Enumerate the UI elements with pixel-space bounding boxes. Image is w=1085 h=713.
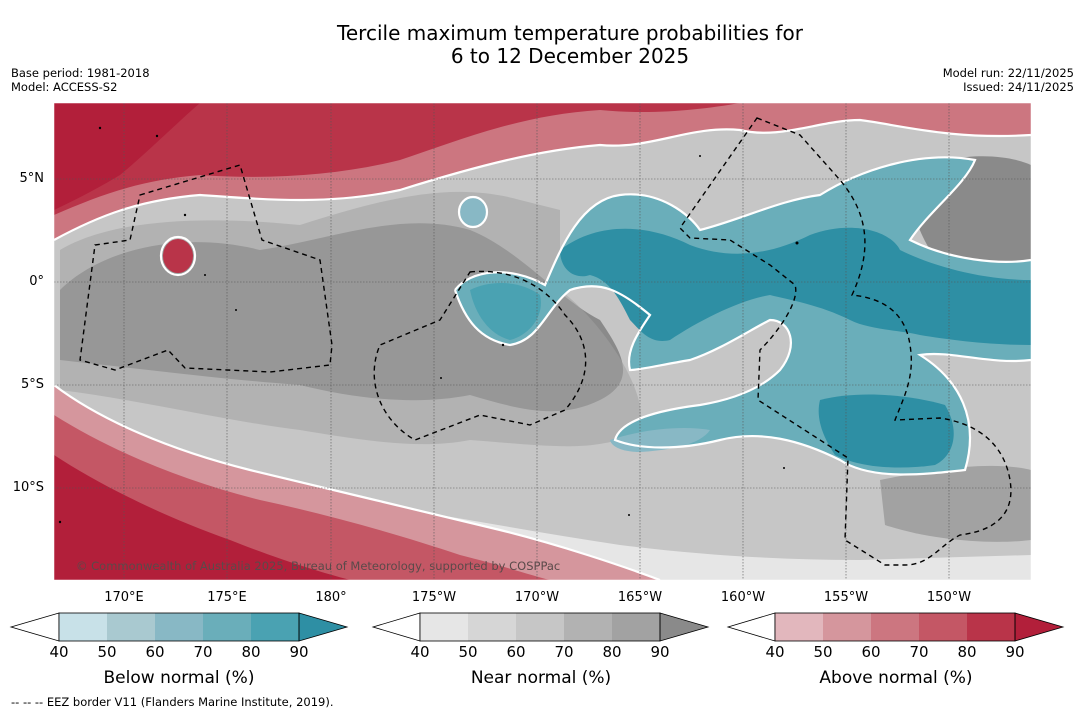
- above-normal-south-peak: [54, 455, 350, 580]
- model-run: Model run: 22/11/2025: [942, 66, 1074, 80]
- colorbar-below-bin-50-60: [107, 613, 155, 641]
- colorbar-above-tick: 50: [813, 643, 833, 661]
- colorbar-above-tick: 60: [861, 643, 881, 661]
- colorbar-above-tick: 90: [1005, 643, 1025, 661]
- meta-right: Model run: 22/11/2025 Issued: 24/11/2025: [943, 66, 1074, 94]
- below-normal-west-lobe: [470, 283, 541, 340]
- colorbar-near: [371, 612, 710, 642]
- colorbar-near-tick: 70: [554, 643, 574, 661]
- issued-date: Issued: 24/11/2025: [963, 80, 1074, 94]
- colorbar-below: [9, 612, 349, 642]
- colorbar-above-title: Above normal (%): [819, 668, 973, 688]
- colorbar-below-tick: 90: [289, 643, 309, 661]
- lon-label-180: 180°: [315, 590, 347, 605]
- above-normal-island-patch: [163, 239, 193, 273]
- colorbar-below-title: Below normal (%): [103, 668, 255, 688]
- colorbar-near-bin-70-80: [564, 613, 612, 641]
- colorbar-above-bin-50-60: [823, 613, 871, 641]
- lon-label-175e: 175°E: [207, 590, 247, 605]
- colorbar-below-tick: 80: [241, 643, 261, 661]
- contours-40pct: [54, 118, 1031, 580]
- lon-label-150w: 150°W: [926, 590, 972, 605]
- meta-left: Base period: 1981-2018 Model: ACCESS-S2: [11, 66, 150, 94]
- near-normal-southeast-patch: [880, 465, 1031, 542]
- eez-borders: [79, 117, 1012, 566]
- colorbar-near-bin-50-60: [468, 613, 516, 641]
- colorbar-above-bin-40-50: [775, 613, 823, 641]
- probability-field: [54, 103, 1031, 580]
- colorbar-below-lower-extend: [9, 612, 60, 642]
- colorbar-above-lower-extend: [726, 612, 776, 642]
- eez-footnote: -- -- -- EEZ border V11 (Flanders Marine…: [11, 695, 334, 709]
- above-normal-northeast: [900, 103, 1031, 132]
- lon-label-165w: 165°W: [617, 590, 663, 605]
- colorbar-above-tick: 80: [957, 643, 977, 661]
- colorbar-near-bin-60-70: [516, 613, 564, 641]
- colorbar-near-tick: 50: [458, 643, 478, 661]
- lon-label-160w: 160°W: [720, 590, 766, 605]
- colorbar-below-bin-80-90: [251, 613, 299, 641]
- colorbar-near-bin-40-50: [420, 613, 468, 641]
- colorbar-above-bin-80-90: [967, 613, 1015, 641]
- lat-label-10s: 10°S: [12, 480, 44, 495]
- below-normal-east-core: [560, 227, 1031, 345]
- colorbar-above-tick: 40: [765, 643, 785, 661]
- colorbar-near-title: Near normal (%): [470, 668, 612, 688]
- lon-label-170e: 170°E: [104, 590, 144, 605]
- copyright-notice: © Commonwealth of Australia 2025, Bureau…: [76, 559, 561, 573]
- above-normal-north-core: [54, 103, 740, 215]
- below-normal-small-patch: [460, 198, 486, 226]
- lon-label-155w: 155°W: [823, 590, 869, 605]
- lat-label-0: 0°: [29, 274, 44, 289]
- title-line-2: 6 to 12 December 2025: [450, 44, 690, 68]
- colorbar-near-tick: 40: [410, 643, 430, 661]
- lon-label-170w: 170°W: [514, 590, 560, 605]
- colorbar-near-bin-80-90: [612, 613, 660, 641]
- colorbar-above-upper-extend: [1014, 612, 1065, 642]
- lon-label-175w: 175°W: [411, 590, 457, 605]
- colorbar-near-lower-extend: [371, 612, 421, 642]
- colorbar-below-tick: 60: [145, 643, 165, 661]
- colorbar-below-upper-extend: [298, 612, 349, 642]
- model-name: Model: ACCESS-S2: [11, 80, 118, 94]
- lat-label-5n: 5°N: [19, 171, 45, 186]
- colorbar-above-bin-60-70: [871, 613, 919, 641]
- title-line-1: Tercile maximum temperature probabilitie…: [337, 21, 803, 45]
- colorbar-above-tick: 70: [909, 643, 929, 661]
- colorbar-near-tick: 60: [506, 643, 526, 661]
- colorbar-near-tick: 90: [650, 643, 670, 661]
- island-dots: [58, 126, 799, 524]
- colorbar-above: [726, 612, 1065, 642]
- colorbar-below-tick: 50: [97, 643, 117, 661]
- colorbar-below-tick: 70: [193, 643, 213, 661]
- colorbar-below-bin-60-70: [155, 613, 203, 641]
- colorbar-above-bin-70-80: [919, 613, 967, 641]
- colorbar-near-tick: 80: [602, 643, 622, 661]
- map-title: Tercile maximum temperature probabilitie…: [0, 22, 1085, 68]
- colorbar-below-tick: 40: [49, 643, 69, 661]
- colorbar-below-bin-70-80: [203, 613, 251, 641]
- map-frame: [53, 102, 1032, 581]
- above-normal-north-peak: [54, 103, 200, 210]
- near-normal-mid-region: [60, 191, 642, 447]
- below-normal-south-core: [818, 394, 954, 468]
- colorbar-near-upper-extend: [659, 612, 710, 642]
- lat-label-5s: 5°S: [20, 377, 44, 392]
- colorbar-below-bin-40-50: [59, 613, 107, 641]
- base-period: Base period: 1981-2018: [11, 66, 150, 80]
